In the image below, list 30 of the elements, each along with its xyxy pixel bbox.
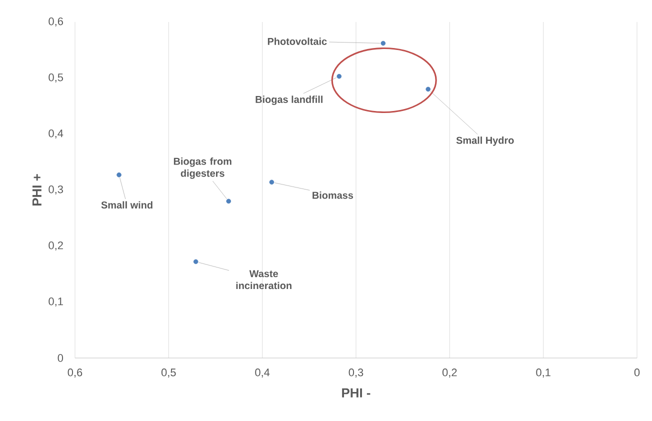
point (226, 198, 232, 204)
x-tick-label: 0,3 (348, 368, 364, 378)
y-axis-title: PHI + (32, 174, 42, 206)
x-tick-label: 0,5 (161, 368, 176, 378)
point (336, 74, 342, 79)
y-tick-label: 0,4 (48, 129, 64, 139)
point (380, 40, 386, 46)
x-tick-label: 0,6 (68, 368, 82, 378)
y-tick-label: 0,6 (48, 17, 63, 27)
annotation: Small wind (101, 201, 152, 209)
annotation: Biogas from digesters (174, 158, 232, 179)
y-tick-label: 0,3 (48, 185, 63, 195)
annotation: Photovoltaic (268, 38, 327, 45)
x-tick-label: 0,2 (442, 368, 457, 378)
point (426, 86, 431, 92)
x-tick-label: 0,4 (255, 368, 270, 378)
y-tick-label: 0,2 (48, 241, 63, 251)
annotation: Waste incineration (236, 270, 292, 290)
y-tick-label: 0,5 (48, 73, 64, 83)
point (269, 180, 274, 185)
annotation: Biogas landfill (256, 96, 322, 105)
annotation: Biomass (312, 192, 354, 199)
point (193, 259, 198, 264)
x-axis-title: PHI - (342, 388, 370, 398)
x-tick-label: 0,1 (536, 368, 550, 378)
annotation: Small Hydro (456, 136, 514, 146)
point (116, 172, 122, 178)
x-tick-label: 0 (634, 368, 640, 376)
y-tick-label: 0 (58, 354, 64, 362)
y-tick-label: 0,1 (48, 297, 63, 307)
